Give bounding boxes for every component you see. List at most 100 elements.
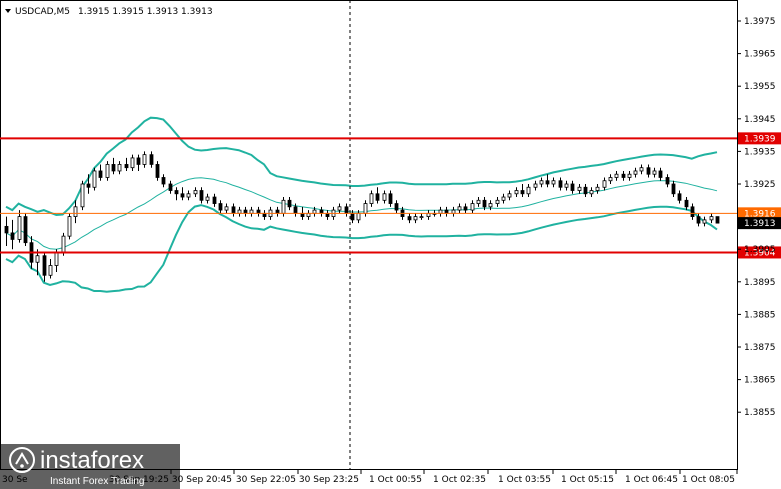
candle-body [589, 190, 594, 195]
current-price-label: 1.3913 [744, 219, 776, 229]
y-tick-label: 1.3925 [744, 180, 776, 190]
candle-body [54, 252, 59, 266]
candle-body [665, 177, 670, 185]
candle-body [142, 154, 147, 165]
x-tick-label: 1 Oct 08:05 [682, 475, 735, 485]
watermark-brand: instaforex [40, 447, 144, 474]
candle-body [337, 206, 342, 211]
candle-body [671, 183, 676, 195]
candle-body [105, 164, 110, 178]
candle-body [23, 216, 28, 244]
candle-body [690, 206, 695, 218]
watermark: instaforex Instant Forex Trading [0, 444, 180, 489]
candle-body [67, 216, 72, 237]
y-tick-label: 1.3875 [744, 343, 776, 353]
candle-body [382, 193, 387, 201]
x-tick-label: 30 Sep 22:05 [236, 475, 296, 485]
candle-body [539, 180, 544, 185]
candle-body [702, 219, 707, 224]
candle-body [363, 203, 368, 214]
candle-body [117, 164, 122, 172]
candle-body [482, 199, 487, 208]
level-label: 1.3916 [744, 209, 776, 219]
bollinger-bands [5, 116, 718, 293]
candle-body [130, 157, 135, 169]
candle-body [42, 255, 47, 276]
candle-body [621, 173, 626, 178]
candle-body [293, 206, 298, 214]
candle-body [608, 177, 613, 182]
candle-body [281, 199, 286, 214]
candle-body [407, 216, 412, 221]
candle-body [35, 255, 40, 263]
candle-body [602, 180, 607, 188]
ohlc-readout: 1.3915 1.3915 1.3913 1.3913 [78, 7, 213, 17]
candle-body [595, 186, 600, 191]
candle-body [551, 180, 556, 185]
candle-body [193, 190, 198, 195]
candle-body [212, 196, 217, 204]
candle-body [488, 203, 493, 208]
candle-body [583, 186, 588, 195]
candle-body [388, 193, 393, 204]
candle-body [564, 183, 569, 188]
level-label: 1.3904 [744, 248, 776, 258]
candle-body [520, 190, 525, 195]
candle-body [476, 199, 481, 204]
candle-body [231, 206, 236, 214]
x-tick-label: 1 Oct 03:55 [498, 475, 551, 485]
candle-body [61, 235, 66, 253]
candle-body [639, 167, 644, 172]
instaforex-logo-icon [9, 447, 35, 473]
y-tick-label: 1.3895 [744, 278, 776, 288]
candle-body [545, 180, 550, 185]
candle-body [558, 180, 563, 188]
candle-body [73, 206, 78, 218]
candle-body [577, 186, 582, 191]
candle-body [111, 164, 116, 172]
x-tick-label: 1 Oct 05:15 [561, 475, 614, 485]
candle-body [652, 170, 657, 175]
candle-body [614, 173, 619, 178]
candle-body [155, 164, 160, 178]
candle-body [696, 216, 701, 224]
candle-body [4, 225, 9, 234]
y-tick-label: 1.3905 [744, 245, 776, 255]
level-label-box [738, 207, 781, 220]
candle-body [48, 265, 53, 276]
bollinger-middle [5, 177, 718, 250]
candle-body [533, 183, 538, 188]
candle-body [205, 196, 210, 201]
watermark-tagline: Instant Forex Trading [50, 476, 145, 487]
candle-body [344, 206, 349, 214]
bollinger-lower [5, 204, 718, 293]
candle-body [10, 232, 15, 240]
candle-body [224, 206, 229, 211]
level-label-box [738, 132, 781, 145]
dropdown-triangle-icon[interactable] [5, 9, 11, 13]
candle-body [180, 193, 185, 198]
symbol-label: USDCAD,M5 [15, 7, 70, 17]
candle-body [394, 203, 399, 211]
level-label-box [738, 246, 781, 259]
candle-body [709, 216, 714, 221]
x-tick-label: 1 Oct 02:35 [433, 475, 486, 485]
candle-body [86, 183, 91, 188]
candle-body [136, 157, 141, 165]
y-tick-label: 1.3975 [744, 17, 776, 27]
candle-body [419, 216, 424, 219]
candle-body [98, 170, 103, 178]
x-tick-label: 30 Sep 20:45 [172, 475, 232, 485]
candle-body [715, 216, 720, 224]
y-tick-label: 1.3855 [744, 408, 776, 418]
candle-body [350, 212, 355, 221]
candle-body [124, 164, 129, 169]
x-tick-label: 30 Sep 23:25 [299, 475, 359, 485]
candle-body [501, 196, 506, 201]
x-tick-label: 1 Oct 06:45 [625, 475, 678, 485]
candle-body [186, 193, 191, 198]
level-label: 1.3939 [744, 134, 776, 144]
